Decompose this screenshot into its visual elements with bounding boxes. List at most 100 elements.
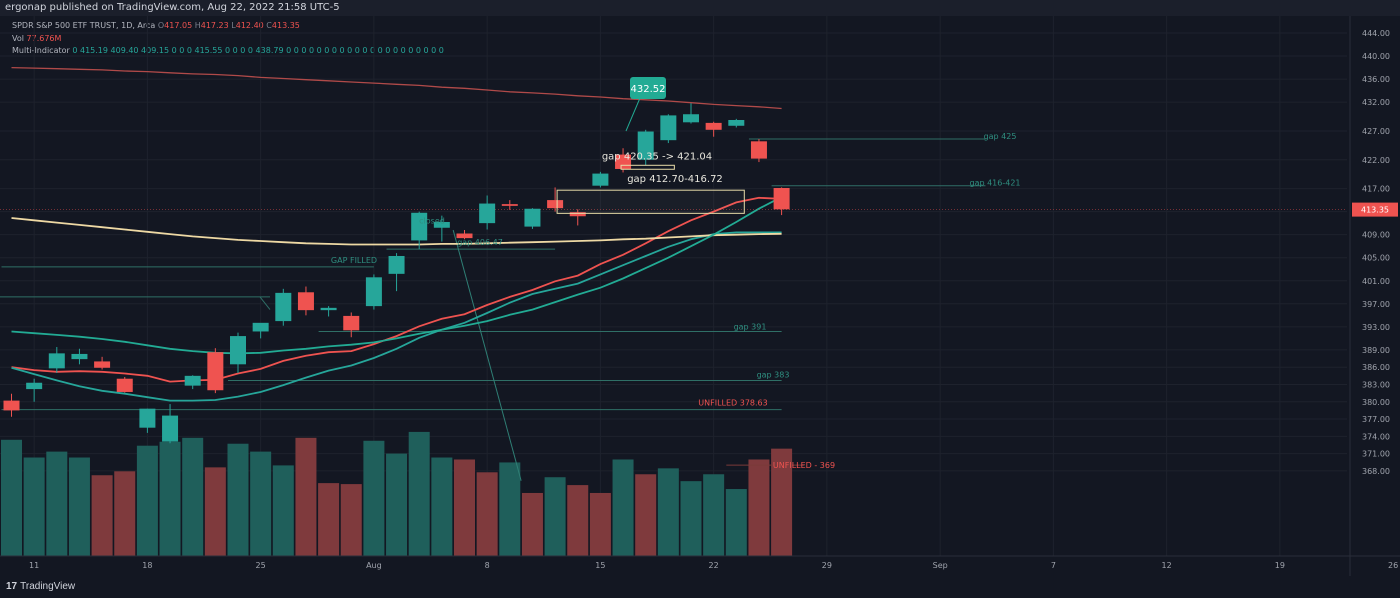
gap-420-label: gap 420.35 -> 421.04 [602,151,712,162]
candle-body [230,336,246,365]
candle-body [728,120,745,126]
indicator-line-1 [11,196,782,383]
callout-432-label: 432.52 [631,84,666,95]
candle-body [433,221,450,228]
volume-bar [91,475,113,556]
callout-432-pointer [625,97,641,132]
tradingview-logo[interactable]: 17 TradingView [6,581,75,592]
volume-bar [182,437,204,556]
candle-body [705,122,722,130]
price-tick-label: 393.00 [1362,323,1390,332]
publish-line: ergonap published on TradingView.com, Au… [5,2,340,13]
volume-bar [725,489,747,556]
price-tick-label: 401.00 [1362,277,1390,286]
indicator-legend[interactable]: Multi-Indicator 0 415.19 409.40 409.15 0… [12,46,444,55]
candle-body [479,203,496,224]
volume-bar [318,483,340,556]
volume-bar [250,451,272,556]
volume-bar [521,492,543,556]
price-tick-label: 444.00 [1362,29,1390,38]
candle-body [365,277,382,307]
candle-body [116,378,133,392]
publish-bar: ergonap published on TradingView.com, Au… [0,0,1400,16]
volume-bar [567,485,589,556]
symbol-name: SPDR S&P 500 ETF TRUST, 1D, Arca [12,21,156,30]
price-tick-label: 440.00 [1362,52,1390,61]
time-tick-label: 19 [1275,561,1285,570]
symbol-legend[interactable]: SPDR S&P 500 ETF TRUST, 1D, Arca O417.05… [12,21,300,30]
volume-bar [454,459,475,556]
gap-416-421-label: gap 416-421 [969,179,1020,188]
open-label: O [157,21,165,30]
time-tick-label: 26 [1388,561,1398,570]
volume-bar [68,457,90,556]
volume-bar [159,441,181,556]
closed-label: closed [419,216,445,225]
last-price-label: 413.35 [1361,206,1389,215]
volume-bar [499,462,521,556]
volume-bar [46,451,68,556]
volume-bar [363,440,385,556]
time-tick-label: 12 [1162,561,1172,570]
candle-body [501,204,518,206]
volume-bar [114,471,136,556]
price-tick-label: 371.00 [1362,450,1390,459]
volume-bar [612,459,634,556]
candle-body [94,361,111,368]
price-tick-label: 380.00 [1362,398,1390,407]
candle-body [637,131,654,160]
candle-body [660,115,677,141]
volume-bar [680,481,702,556]
candle-body [320,307,337,311]
time-tick-label: 15 [595,561,605,570]
candle-body [547,200,564,209]
volume-bar [476,472,498,556]
candle-body [592,173,609,186]
candle-body [683,114,699,123]
gap-420-box [620,164,675,170]
candle-body [26,382,43,390]
time-tick-label: Sep [933,561,948,570]
price-tick-label: 405.00 [1362,254,1390,263]
price-tick-label: 436.00 [1362,75,1390,84]
candle-body [3,400,20,411]
volume-label: Vol [12,34,24,43]
high-label: H [194,21,201,30]
candle-body [569,212,586,217]
brand-name: TradingView [20,581,76,592]
price-tick-label: 417.00 [1362,185,1390,194]
volume-bar [1,439,22,556]
volume-legend[interactable]: Vol 77.676M [12,34,61,43]
candle-body [411,212,428,241]
indicator-line-5 [11,66,782,110]
gap-412-label: gap 412.70-416.72 [627,174,723,185]
volume-bar [272,465,294,556]
volume-bar [386,453,408,556]
candle-body [388,255,405,274]
high-value: 417.23 [200,21,229,30]
open-value: 417.05 [164,21,193,30]
gap-391-label: gap 391 [734,322,767,331]
price-tick-label: 377.00 [1362,415,1390,424]
price-tick-label: 397.00 [1362,300,1390,309]
candle-body [773,187,790,210]
unfilled-378-label: UNFILLED 378.63 [698,399,767,408]
volume-bar [340,484,362,556]
volume-bar [23,457,45,556]
time-tick-label: 22 [709,561,719,570]
candle-body [48,353,65,369]
close-label: C [266,21,272,30]
candle-body [524,208,541,227]
volume-bar [431,457,453,556]
price-tick-label: 427.00 [1362,127,1390,136]
tradingview-mark-icon: 17 [6,581,18,592]
gap-412-box [556,189,745,214]
low-label: L [231,21,236,30]
candle-body [297,292,314,311]
candle-body [71,353,88,360]
price-tick-label: 432.00 [1362,98,1390,107]
volume-bar [657,468,679,556]
time-tick-label: Aug [366,561,382,570]
